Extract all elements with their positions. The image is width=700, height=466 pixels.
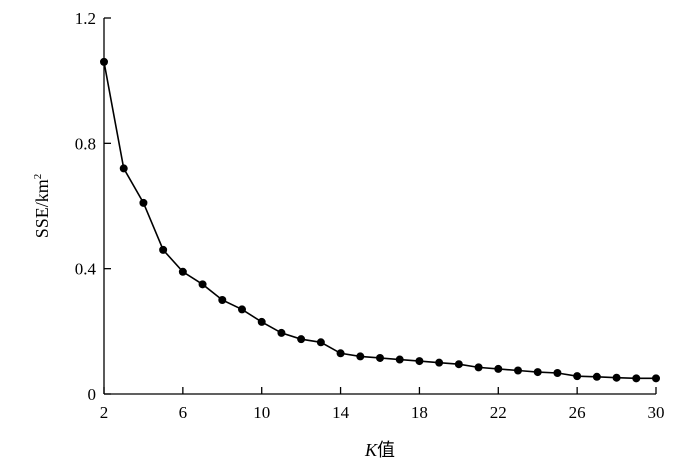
data-point: [395, 355, 404, 364]
data-points: [100, 57, 660, 383]
series-line-group: [103, 61, 656, 380]
data-point: [119, 164, 128, 173]
data-point: [415, 357, 424, 366]
x-tick-label: 2: [100, 403, 109, 422]
data-point: [592, 372, 601, 381]
data-point: [652, 374, 660, 383]
data-point: [297, 335, 306, 344]
x-tick-label: 10: [253, 403, 270, 422]
x-tick-label: 26: [569, 403, 586, 422]
data-point: [435, 358, 444, 367]
x-tick-label: 14: [332, 403, 350, 422]
data-point: [257, 317, 266, 326]
data-point: [316, 338, 325, 347]
data-point: [198, 280, 207, 289]
data-point: [533, 368, 542, 377]
x-tick-label: 22: [490, 403, 507, 422]
data-point: [573, 372, 582, 381]
data-point: [218, 296, 227, 304]
y-axis-label: SSE/km2: [32, 174, 52, 239]
axes: [103, 18, 656, 395]
data-point: [474, 363, 483, 372]
y-axis-label-superscript: 2: [32, 174, 44, 180]
y-tick-label: 1.2: [75, 9, 96, 28]
data-point: [553, 369, 562, 378]
x-axis-label-italic: K: [364, 440, 378, 460]
data-point: [277, 328, 286, 337]
data-point: [494, 364, 503, 373]
x-tick-label: 30: [648, 403, 665, 422]
data-point: [159, 245, 168, 254]
data-point: [139, 198, 148, 207]
data-point: [100, 57, 108, 66]
data-point: [356, 352, 365, 361]
data-point: [376, 353, 384, 362]
y-tick-label: 0: [88, 385, 97, 404]
y-tick-label: 0.4: [75, 260, 97, 279]
y-tick-label: 0.8: [75, 134, 96, 153]
x-tick-label: 6: [179, 403, 188, 422]
data-point: [238, 305, 246, 314]
data-point: [514, 366, 522, 375]
data-point: [178, 267, 187, 276]
data-point: [612, 373, 621, 382]
data-point: [454, 360, 463, 369]
data-point: [632, 374, 641, 383]
y-axis-label-base: SSE/km: [32, 179, 52, 238]
series-line: [103, 61, 656, 380]
x-ticks: 2 6 10 14 18 22 26 30: [100, 387, 665, 422]
x-axis-label: K值: [364, 440, 395, 461]
x-tick-label: 18: [411, 403, 428, 422]
data-point: [336, 349, 345, 358]
x-axis-label-rest: 值: [377, 440, 395, 461]
y-ticks: 0 0.4 0.8 1.2: [75, 9, 111, 404]
